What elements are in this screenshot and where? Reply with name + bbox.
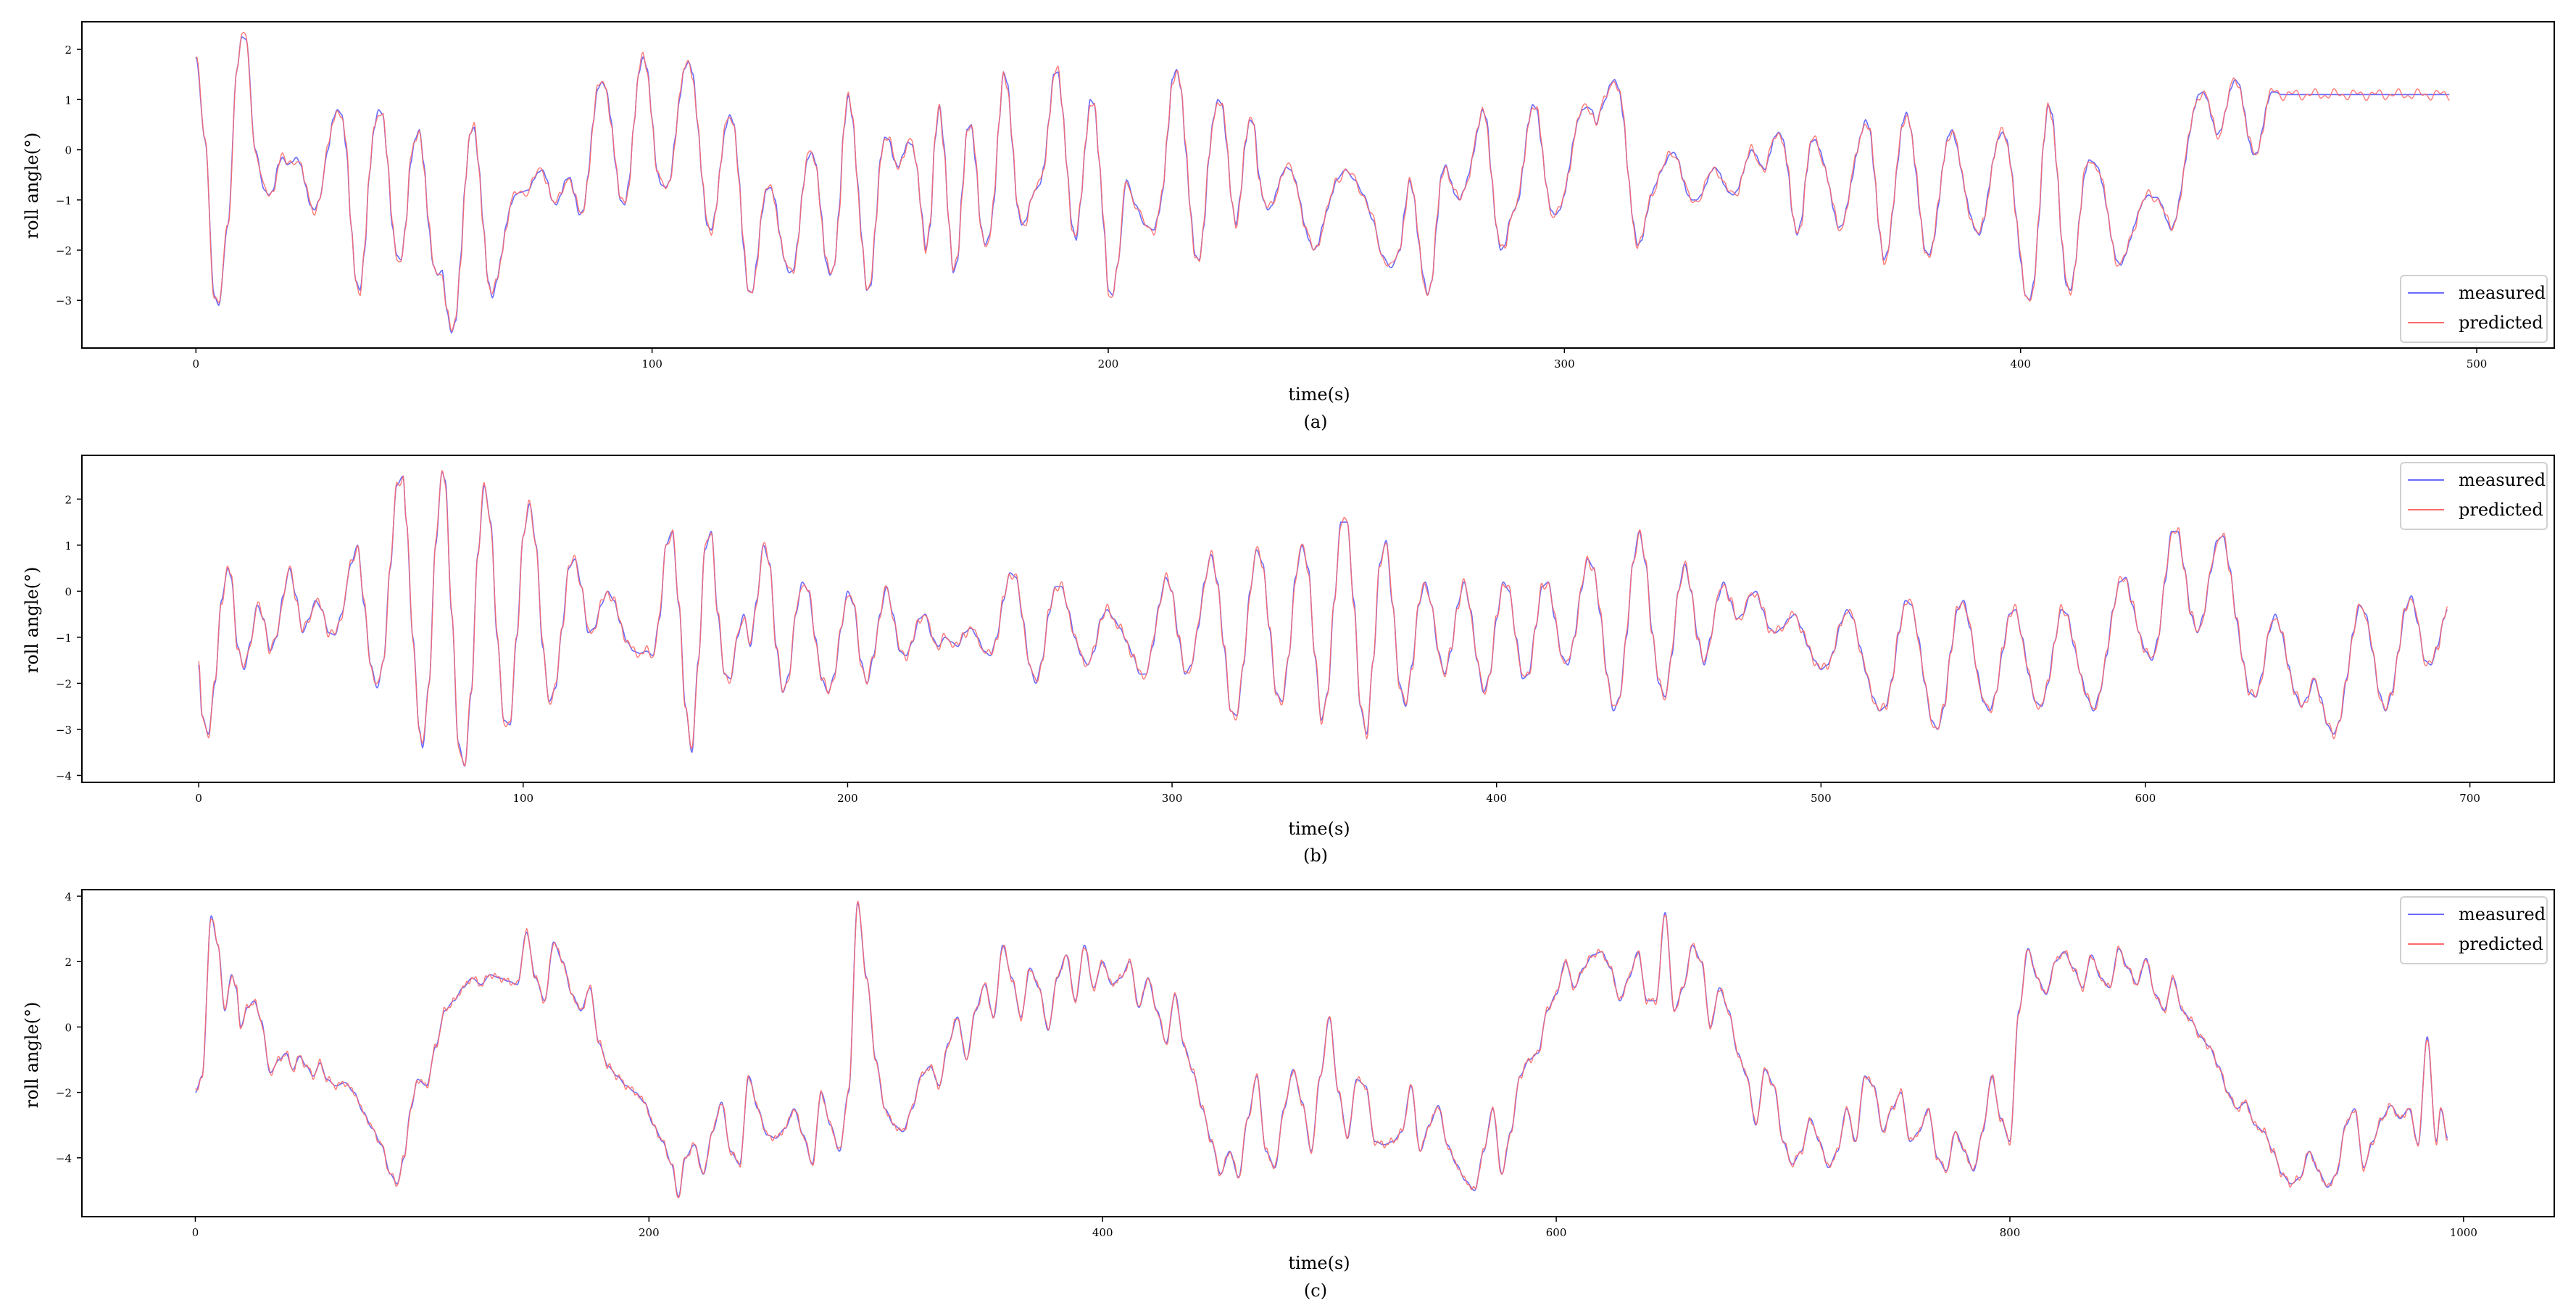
x-tick-label-b: 200 [837, 792, 858, 805]
x-tick-label-a: 0 [193, 357, 200, 371]
panel-c: 0 200 400 600 800 1000 −4 −2 0 2 4 time(s) roll an… [22, 889, 2555, 1301]
x-tick-label-b: 100 [512, 792, 533, 805]
panel-a: 0 100 200 300 400 500 −3 −2 −1 0 1 2 time(s) roll a… [22, 21, 2555, 432]
x-tick-label-c: 800 [2000, 1226, 2021, 1239]
x-tick-label-b: 300 [1162, 792, 1183, 805]
x-tick-label-b: 700 [2459, 792, 2480, 805]
legend-label-predicted-c: predicted [2459, 934, 2543, 954]
y-tick-label-c: 0 [65, 1021, 72, 1034]
y-tick-label-b: −4 [56, 769, 72, 782]
y-tick-label-a: −3 [56, 294, 72, 307]
x-tick-label-a: 400 [2010, 357, 2031, 371]
caption-b: (b) [1303, 845, 1328, 866]
y-axis-label-c: roll angle(°) [22, 1002, 42, 1109]
legend-c: measured predicted [2400, 896, 2548, 964]
y-tick-label-c: −2 [56, 1087, 72, 1100]
axes-frame-a [81, 21, 2555, 349]
x-axis-label-a: time(s) [1288, 384, 1350, 405]
y-tick-label-b: 1 [65, 539, 72, 553]
y-axis-label-a: roll angle(°) [22, 133, 42, 239]
x-tick-label-a: 300 [1554, 357, 1575, 371]
y-tick-label-b: 2 [65, 493, 72, 506]
legend-label-predicted-a: predicted [2459, 313, 2543, 333]
x-axis-label-b: time(s) [1288, 819, 1350, 839]
series-predicted-line-b [198, 470, 2448, 767]
plot-area-a: 0 100 200 300 400 500 −3 −2 −1 0 1 2 [56, 21, 2555, 371]
y-tick-label-b: −2 [56, 677, 72, 690]
legend-a: measured predicted [2400, 275, 2548, 343]
x-tick-label-c: 1000 [2450, 1226, 2477, 1239]
x-tick-label-a: 500 [2467, 357, 2488, 371]
x-tick-label-b: 500 [1811, 792, 1832, 805]
y-tick-label-b: −3 [56, 724, 72, 737]
y-tick-label-c: 4 [65, 890, 72, 903]
series-predicted-line-a [195, 32, 2450, 332]
x-tick-label-c: 200 [639, 1226, 660, 1239]
y-tick-label-a: 1 [65, 94, 72, 107]
panel-b: 0 100 200 300 400 500 600 700 −4 −3 −2 −1 0 1 2 time(s… [22, 455, 2555, 866]
x-tick-label-b: 400 [1486, 792, 1507, 805]
y-tick-label-c: 2 [65, 956, 72, 969]
y-tick-label-a: −2 [56, 244, 72, 257]
y-tick-label-b: 0 [65, 585, 72, 598]
x-tick-label-b: 600 [2135, 792, 2156, 805]
x-tick-label-a: 200 [1098, 357, 1119, 371]
y-axis-label-b: roll angle(°) [22, 567, 42, 674]
y-tick-label-a: 2 [65, 44, 72, 57]
plot-area-b: 0 100 200 300 400 500 600 700 −4 −3 −2 −1 0 1 2 [56, 455, 2555, 805]
plot-area-c: 0 200 400 600 800 1000 −4 −2 0 2 4 [56, 889, 2555, 1239]
y-tick-label-a: −1 [56, 194, 72, 207]
y-tick-label-c: −4 [56, 1152, 72, 1165]
axes-frame-c [81, 889, 2555, 1217]
legend-label-measured-b: measured [2459, 470, 2546, 490]
x-tick-label-c: 600 [1546, 1226, 1567, 1239]
axes-frame-b [81, 455, 2555, 783]
legend-b: measured predicted [2400, 462, 2548, 530]
x-tick-label-b: 0 [195, 792, 202, 805]
y-tick-label-b: −1 [56, 632, 72, 645]
caption-c: (c) [1304, 1280, 1327, 1301]
series-predicted-line-c [195, 901, 2448, 1199]
y-tick-label-a: 0 [65, 144, 72, 157]
legend-label-predicted-b: predicted [2459, 500, 2543, 520]
x-tick-label-c: 0 [192, 1226, 199, 1239]
legend-label-measured-a: measured [2459, 283, 2546, 303]
x-tick-label-a: 100 [641, 357, 662, 371]
x-tick-label-c: 400 [1092, 1226, 1113, 1239]
legend-label-measured-c: measured [2459, 904, 2546, 924]
x-axis-label-c: time(s) [1288, 1253, 1350, 1273]
caption-a: (a) [1303, 412, 1327, 432]
